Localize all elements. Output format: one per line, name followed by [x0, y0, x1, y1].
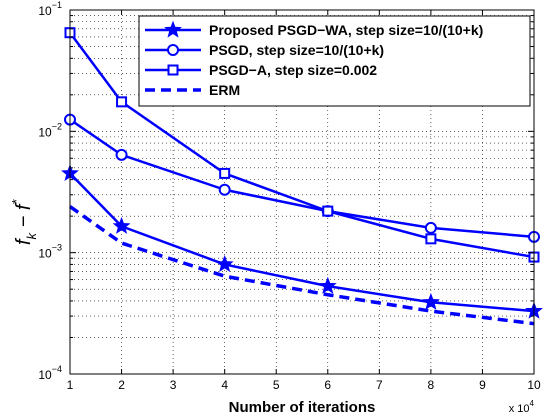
- series-3: [68, 205, 535, 326]
- legend-swatch-marker: [167, 44, 179, 56]
- legend-box: [138, 15, 531, 107]
- y-tick-base: 10: [38, 368, 52, 382]
- legend-label: PSGD−A, step size=0.002: [209, 62, 377, 78]
- series-line: [69, 118, 535, 239]
- data-point: [215, 255, 234, 273]
- y-tick-exponent: −4: [52, 364, 62, 374]
- legend-label: Proposed PSGD−WA, step size=10/(10+k): [209, 22, 483, 38]
- x-multiplier-exponent: 4: [530, 399, 535, 408]
- x-axis-multiplier: x 104: [509, 399, 535, 415]
- x-tick-label: 5: [273, 378, 280, 392]
- x-tick-label: 3: [170, 378, 177, 392]
- series-line: [69, 172, 535, 313]
- data-point: [424, 221, 437, 234]
- x-tick-label: 9: [479, 378, 486, 392]
- data-point: [219, 167, 231, 179]
- x-tick-label: 8: [428, 378, 435, 392]
- data-point: [218, 183, 231, 196]
- x-axis-label: Number of iterations: [229, 399, 376, 416]
- series-line: [68, 205, 535, 326]
- series-line: [68, 31, 535, 259]
- legend-swatch-marker: [164, 20, 182, 38]
- y-tick-exponent: −1: [52, 0, 62, 10]
- y-tick-exponent: −2: [52, 121, 62, 131]
- x-tick-label: 7: [376, 378, 383, 392]
- legend-label: PSGD, step size=10/(10+k): [209, 42, 384, 58]
- y-tick-base: 10: [38, 125, 52, 139]
- data-point: [322, 205, 334, 217]
- x-tick-label: 6: [324, 378, 331, 392]
- x-tick-label: 2: [118, 378, 125, 392]
- y-label-superscript: *: [9, 199, 24, 205]
- data-point: [425, 233, 437, 245]
- y-tick-label: 10−3: [38, 243, 62, 261]
- series-0: [61, 164, 543, 319]
- y-tick-base: 10: [38, 4, 52, 18]
- series-2: [64, 27, 540, 263]
- y-tick-exponent: −3: [52, 243, 62, 253]
- legend-label: ERM: [209, 82, 240, 98]
- y-tick-label: 10−4: [38, 364, 62, 382]
- y-label-subscript: k: [24, 231, 39, 239]
- x-tick-label: 10: [527, 378, 541, 392]
- data-point: [421, 292, 440, 310]
- data-point: [115, 148, 128, 161]
- data-point: [318, 276, 337, 294]
- y-axis-label: fk − f*: [9, 199, 39, 245]
- data-point: [116, 96, 128, 108]
- x-tick-label: 1: [67, 378, 74, 392]
- x-multiplier-base: x 10: [509, 403, 530, 415]
- legend: Proposed PSGD−WA, step size=10/(10+k) PSG…: [138, 15, 531, 107]
- plot-frame: [69, 9, 535, 375]
- y-label-f: f: [13, 237, 35, 245]
- y-tick-base: 10: [38, 247, 52, 261]
- series-1: [64, 113, 540, 243]
- y-tick-label: 10−1: [38, 0, 62, 18]
- x-tick-label: 4: [221, 378, 228, 392]
- data-point: [112, 216, 131, 234]
- legend-swatch-marker: [167, 64, 179, 76]
- y-tick-label: 10−2: [38, 121, 62, 139]
- y-label-minus-f: − f: [13, 202, 35, 233]
